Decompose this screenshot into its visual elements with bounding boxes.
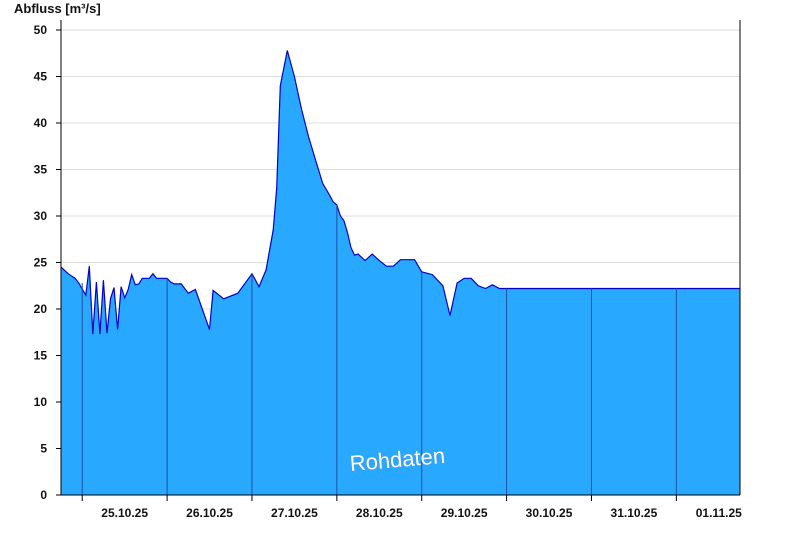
y-axis-ticks: 0 5 10 15 20 25 30 35 40 45 50 [34,23,61,502]
area-fill [61,50,740,495]
y-tick-label: 25 [34,256,48,270]
y-tick-label: 0 [40,488,47,502]
x-tick-label: 26.10.25 [186,506,233,520]
x-tick-label: 30.10.25 [526,506,573,520]
day-separator-lines [81,204,677,495]
axes [60,20,741,496]
x-tick-label: 27.10.25 [271,506,318,520]
y-tick-label: 45 [34,70,48,84]
y-tick-label: 50 [34,23,48,37]
y-tick-label: 20 [34,302,48,316]
x-tick-label: 01.11.25 [696,506,742,520]
y-tick-label: 10 [34,395,48,409]
x-tick-label: 28.10.25 [356,506,403,520]
y-tick-label: 5 [40,442,47,456]
discharge-area [60,50,740,495]
series-line [60,50,740,335]
x-tick-label: 31.10.25 [611,506,658,520]
x-axis-ticks: 25.10.25 26.10.25 27.10.25 28.10.25 29.10.25… [81,495,742,520]
y-tick-label: 15 [34,349,48,363]
y-tick-label: 40 [34,116,48,130]
y-axis-title: Abfluss [m³/s] [14,1,101,16]
y-tick-label: 35 [34,163,48,177]
x-tick-label: 29.10.25 [441,506,488,520]
y-tick-label: 30 [34,209,48,223]
x-tick-label: 25.10.25 [101,506,148,520]
